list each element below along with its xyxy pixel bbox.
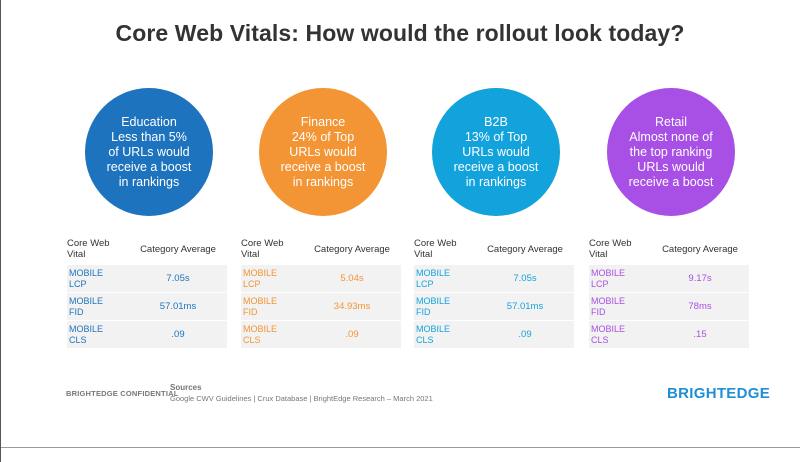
circle-line: 24% of Top: [291, 129, 355, 144]
header-average: Category Average: [140, 243, 216, 255]
circle-line: Education: [121, 114, 177, 129]
table-row: MOBILE LCP 9.17s: [589, 264, 749, 292]
circle-line: URLs would: [637, 159, 705, 174]
finance-circle: Finance 24% of Top URLs would receive a …: [259, 88, 387, 216]
row-value: 57.01ms: [506, 301, 544, 312]
circle-line: of URLs would: [108, 144, 190, 159]
row-metric: MOBILE FID: [243, 295, 278, 317]
row-metric: MOBILE LCP: [591, 267, 626, 289]
table-row: MOBILE CLS .15: [589, 320, 749, 348]
table-row: MOBILE FID 57.01ms: [414, 292, 574, 320]
table-header: Core Web Vital Category Average: [414, 234, 574, 264]
circle-line: Finance: [300, 114, 346, 129]
circle-line: Less than 5%: [111, 129, 187, 144]
circle-line: in rankings: [465, 174, 527, 189]
row-value: 7.05s: [513, 273, 537, 284]
row-value: 57.01ms: [159, 301, 197, 312]
table-row: MOBILE LCP 5.04s: [241, 264, 401, 292]
segment-retail: Retail Almost none of the top ranking UR…: [589, 88, 749, 348]
circle-line: receive a boost: [628, 174, 714, 189]
sources-title: Sources: [170, 383, 202, 392]
education-circle: Education Less than 5% of URLs would rec…: [85, 88, 213, 216]
retail-circle: Retail Almost none of the top ranking UR…: [607, 88, 735, 216]
circle-line: receive a boost: [453, 159, 539, 174]
table-header: Core Web Vital Category Average: [241, 234, 401, 264]
row-metric: MOBILE LCP: [243, 267, 278, 289]
frame-left-border: [0, 0, 1, 462]
table-row: MOBILE FID 78ms: [589, 292, 749, 320]
table-row: MOBILE LCP 7.05s: [67, 264, 227, 292]
segment-education: Education Less than 5% of URLs would rec…: [67, 88, 227, 348]
circle-line: B2B: [484, 114, 508, 129]
circle-text: Finance 24% of Top URLs would receive a …: [271, 115, 375, 190]
row-metric: MOBILE CLS: [416, 323, 451, 345]
table-row: MOBILE FID 57.01ms: [67, 292, 227, 320]
table-row: MOBILE CLS .09: [67, 320, 227, 348]
row-value: .09: [518, 329, 532, 340]
education-table: Core Web Vital Category Average MOBILE LCP…: [67, 234, 227, 348]
circle-line: in rankings: [118, 174, 180, 189]
row-metric: MOBILE FID: [69, 295, 104, 317]
circle-line: URLs would: [289, 144, 357, 159]
row-value: 9.17s: [688, 273, 712, 284]
row-metric: MOBILE FID: [591, 295, 626, 317]
circle-line: Almost none of: [629, 129, 713, 144]
b2b-circle: B2B 13% of Top URLs would receive a boos…: [432, 88, 560, 216]
row-value: 5.04s: [340, 273, 364, 284]
sources-text: Google CWV Guidelines | Crux Database | …: [170, 394, 433, 403]
table-header: Core Web Vital Category Average: [67, 234, 227, 264]
table-row: MOBILE CLS .09: [414, 320, 574, 348]
row-value: .09: [345, 329, 359, 340]
table-row: MOBILE CLS .09: [241, 320, 401, 348]
circle-line: URLs would: [462, 144, 530, 159]
frame-bottom-border: [0, 447, 800, 448]
table-header: Core Web Vital Category Average: [589, 234, 749, 264]
segment-finance: Finance 24% of Top URLs would receive a …: [241, 88, 401, 348]
circle-line: receive a boost: [106, 159, 192, 174]
circle-line: in rankings: [292, 174, 354, 189]
row-metric: MOBILE CLS: [69, 323, 104, 345]
circle-text: Retail Almost none of the top ranking UR…: [619, 115, 723, 190]
retail-table: Core Web Vital Category Average MOBILE LCP…: [589, 234, 749, 348]
slide-title: Core Web Vitals: How would the rollout l…: [115, 20, 685, 46]
confidential-label: BRIGHTEDGE CONFIDENTIAL: [66, 389, 179, 398]
circle-line: the top ranking: [629, 144, 713, 159]
frame-corner-border: [0, 447, 1, 462]
circle-text: B2B 13% of Top URLs would receive a boos…: [444, 115, 548, 190]
segment-b2b: B2B 13% of Top URLs would receive a boos…: [414, 88, 574, 348]
header-average: Category Average: [487, 243, 563, 255]
header-vital: Core Web Vital: [67, 238, 110, 260]
circle-line: 13% of Top: [464, 129, 528, 144]
header-average: Category Average: [314, 243, 390, 255]
row-value: .15: [693, 329, 707, 340]
table-row: MOBILE FID 34.93ms: [241, 292, 401, 320]
finance-table: Core Web Vital Category Average MOBILE LCP…: [241, 234, 401, 348]
circle-line: receive a boost: [280, 159, 366, 174]
row-metric: MOBILE CLS: [243, 323, 278, 345]
circle-text: Education Less than 5% of URLs would rec…: [97, 115, 201, 190]
row-metric: MOBILE FID: [416, 295, 451, 317]
table-row: MOBILE LCP 7.05s: [414, 264, 574, 292]
brightedge-logo: BRIGHTEDGE: [667, 385, 771, 402]
row-value: 7.05s: [166, 273, 190, 284]
row-metric: MOBILE CLS: [591, 323, 626, 345]
header-vital: Core Web Vital: [589, 238, 632, 260]
b2b-table: Core Web Vital Category Average MOBILE LCP…: [414, 234, 574, 348]
row-value: .09: [171, 329, 185, 340]
row-metric: MOBILE LCP: [416, 267, 451, 289]
header-average: Category Average: [662, 243, 738, 255]
circle-line: Retail: [655, 114, 687, 129]
row-value: 34.93ms: [333, 301, 371, 312]
header-vital: Core Web Vital: [414, 238, 457, 260]
row-value: 78ms: [688, 301, 712, 312]
header-vital: Core Web Vital: [241, 238, 284, 260]
row-metric: MOBILE LCP: [69, 267, 104, 289]
